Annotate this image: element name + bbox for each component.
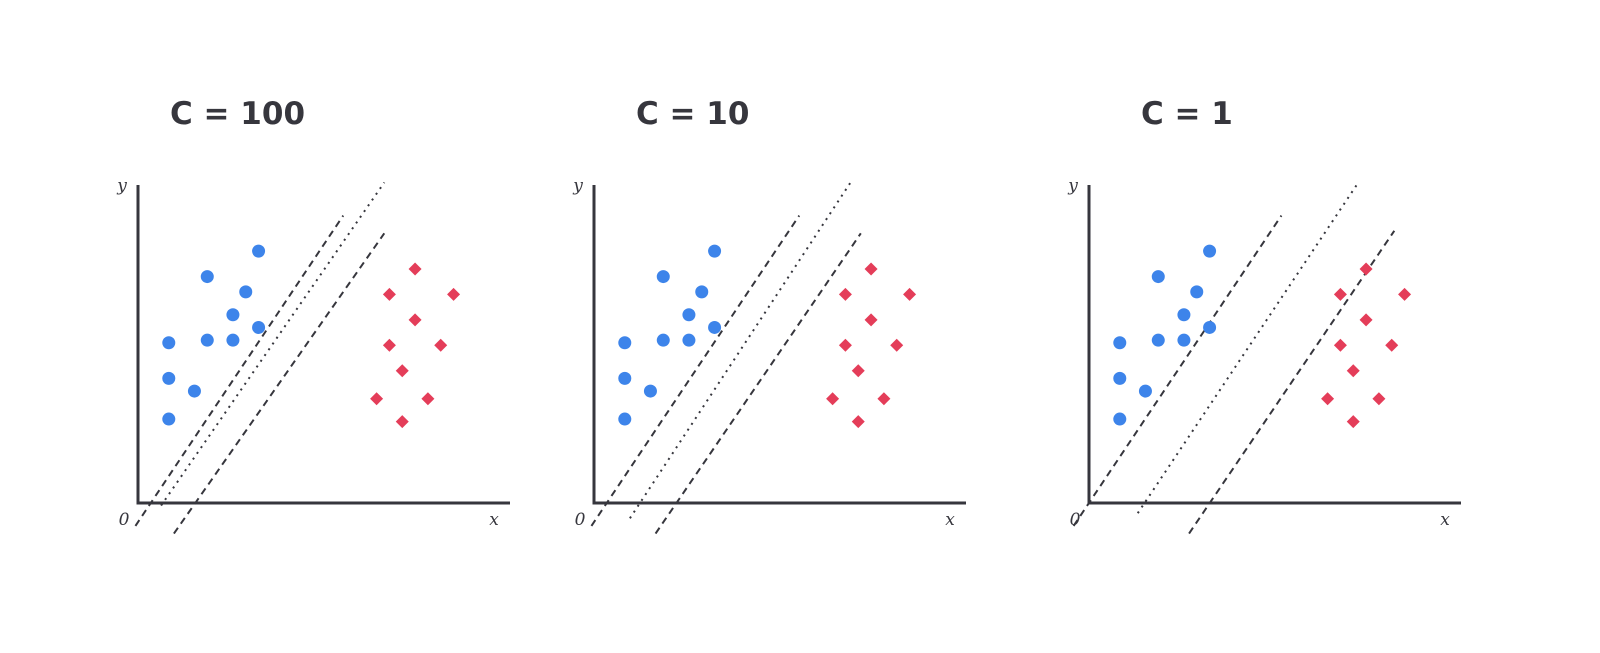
data-point-circle (1177, 333, 1191, 347)
x-axis-label: x (489, 510, 499, 530)
data-point-diamond (395, 364, 409, 378)
y-axis-label: y (572, 176, 583, 196)
data-point-circle (1113, 412, 1127, 426)
data-point-circle (682, 308, 696, 322)
data-point-circle (162, 412, 176, 426)
chart-title: C = 100 (170, 96, 306, 132)
y-axis-label: y (116, 176, 127, 196)
data-point-diamond (851, 415, 865, 429)
data-point-diamond (408, 313, 422, 327)
data-point-diamond (1321, 392, 1335, 406)
data-point-circle (187, 384, 201, 398)
chart-panel-c10: C = 10 y x 0 (456, 0, 976, 653)
margin-line (1072, 214, 1283, 527)
data-point-diamond (864, 262, 878, 276)
data-point-diamond (434, 338, 448, 352)
y-axis-label: y (1067, 176, 1078, 196)
data-point-diamond (1359, 262, 1373, 276)
data-point-diamond (1372, 392, 1386, 406)
data-point-circle (252, 244, 266, 258)
axes (1087, 185, 1461, 505)
data-point-diamond (1333, 287, 1347, 301)
margin-line (173, 232, 386, 535)
data-point-circle (695, 285, 709, 299)
origin-label: 0 (575, 510, 586, 530)
chart-panel-c100: C = 100 y x 0 (0, 0, 520, 653)
data-point-circle (1203, 244, 1217, 258)
data-point-diamond (447, 287, 461, 301)
data-point-circle (1113, 336, 1127, 350)
data-point-circle (656, 270, 670, 284)
x-axis-label: x (945, 510, 955, 530)
data-point-circle (682, 333, 696, 347)
data-point-circle (162, 336, 176, 350)
data-point-diamond (395, 415, 409, 429)
data-point-diamond (408, 262, 422, 276)
axes (592, 185, 966, 505)
decision-boundary-line (160, 181, 386, 507)
margin-line (590, 214, 801, 527)
data-point-diamond (838, 338, 852, 352)
data-point-circle (239, 285, 253, 299)
data-point-diamond (1385, 338, 1399, 352)
data-point-diamond (1346, 415, 1360, 429)
data-point-circle (1190, 285, 1204, 299)
chart-plot: y x 0 (572, 176, 966, 535)
data-point-circle (200, 270, 214, 284)
data-point-diamond (826, 392, 840, 406)
chart-title: C = 1 (1141, 96, 1233, 132)
origin-label: 0 (1070, 510, 1081, 530)
data-point-circle (1203, 320, 1217, 334)
chart-panel-c1: C = 1 y x 0 (951, 0, 1471, 653)
data-point-circle (618, 412, 632, 426)
chart-plot: y x 0 (1067, 176, 1461, 535)
data-point-diamond (1346, 364, 1360, 378)
data-point-circle (618, 336, 632, 350)
data-point-circle (252, 320, 266, 334)
data-point-circle (200, 333, 214, 347)
origin-label: 0 (119, 510, 130, 530)
data-point-diamond (864, 313, 878, 327)
decision-boundary-line (629, 181, 852, 519)
data-point-diamond (421, 392, 435, 406)
data-point-circle (1138, 384, 1152, 398)
data-point-diamond (382, 338, 396, 352)
data-point-diamond (1359, 313, 1373, 327)
data-point-circle (162, 371, 176, 385)
margin-line (134, 214, 345, 527)
data-point-circle (643, 384, 657, 398)
margin-line (1188, 230, 1396, 535)
data-point-circle (618, 371, 632, 385)
decision-boundary-line (1136, 181, 1360, 514)
margin-line (654, 232, 862, 535)
data-point-circle (1177, 308, 1191, 322)
x-axis-label: x (1440, 510, 1450, 530)
data-point-circle (656, 333, 670, 347)
data-point-diamond (851, 364, 865, 378)
data-point-diamond (1333, 338, 1347, 352)
axes (136, 185, 510, 505)
data-point-circle (226, 333, 240, 347)
data-point-circle (1113, 371, 1127, 385)
data-point-circle (1151, 333, 1165, 347)
data-point-diamond (382, 287, 396, 301)
data-point-diamond (838, 287, 852, 301)
data-point-diamond (877, 392, 891, 406)
data-point-circle (1151, 270, 1165, 284)
data-point-circle (708, 244, 722, 258)
chart-title: C = 10 (636, 96, 750, 132)
data-point-circle (708, 320, 722, 334)
data-point-diamond (903, 287, 917, 301)
data-point-diamond (890, 338, 904, 352)
data-point-diamond (370, 392, 384, 406)
chart-plot: y x 0 (116, 176, 510, 535)
data-point-diamond (1398, 287, 1412, 301)
data-point-circle (226, 308, 240, 322)
